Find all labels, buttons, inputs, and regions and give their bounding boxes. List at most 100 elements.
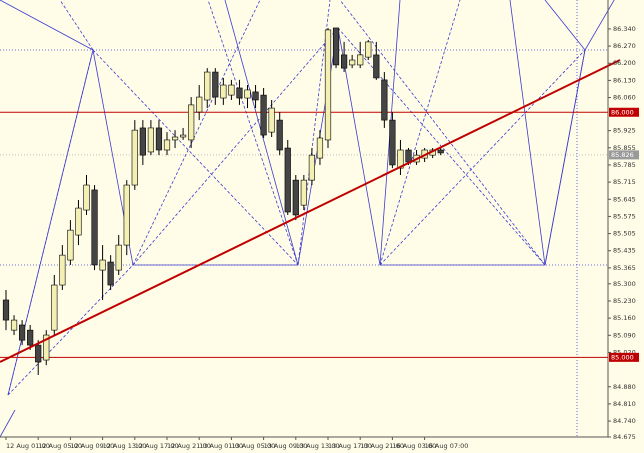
x-tick-label: 12 Aug 13:00: [103, 442, 147, 450]
fan-line: [379, 0, 461, 266]
candle-body: [276, 119, 283, 151]
y-tick-label: 84.675: [613, 433, 636, 441]
candle-body: [373, 54, 380, 79]
price-box: [609, 150, 639, 160]
candle-body: [91, 189, 98, 266]
candle-body: [10, 319, 18, 331]
fan-line: [7, 264, 134, 396]
candle-body: [27, 329, 34, 346]
y-tick-label: 86.200: [613, 59, 636, 67]
y-tick-label: 85.925: [613, 127, 636, 135]
candle-body: [300, 179, 307, 206]
candle-body: [252, 91, 259, 101]
candle-body: [59, 254, 66, 286]
zigzag: [0, 409, 16, 438]
x-tick-label: 13 Aug 01:00: [199, 442, 243, 450]
zigzag: [509, 0, 586, 266]
x-tick-label: 12 Aug 17:00: [135, 442, 179, 450]
axis-labels: 86.340 86.270 86.200 86.130 86.060 85.925 85.8…: [5, 25, 639, 450]
candle-body: [365, 41, 372, 58]
candle-body: [188, 104, 195, 141]
fan-line: [207, 0, 299, 266]
candle-body: [196, 96, 203, 113]
x-tick-label: 13 Aug 21:00: [360, 442, 404, 450]
y-tick-label: 86.340: [613, 25, 636, 33]
candle-body: [268, 107, 275, 133]
candle-body: [83, 184, 90, 211]
y-tick-label: 85.160: [613, 314, 636, 322]
candle-body: [75, 207, 82, 236]
x-tick-label: 12 Aug 01:00: [6, 442, 50, 450]
x-tick-label: 13 Aug 05:00: [231, 442, 275, 450]
candle-body: [171, 136, 179, 141]
h-line-label: 85.000: [611, 353, 634, 361]
y-tick-label: 84.880: [613, 383, 636, 391]
candle-body: [357, 54, 364, 66]
y-tick-label: 85.300: [613, 280, 636, 288]
candle-body: [397, 149, 404, 169]
candle-body: [244, 89, 251, 99]
x-tick-label: 13 Aug 09:00: [264, 442, 308, 450]
y-tick-label: 85.575: [613, 212, 636, 220]
candle-body: [236, 87, 243, 99]
candle-body: [107, 261, 114, 286]
candle-body: [437, 149, 444, 154]
x-tick-label: 13 Aug 17:00: [328, 442, 372, 450]
candle-body: [147, 127, 155, 153]
y-tick-label: 85.090: [613, 331, 636, 339]
hlines: [0, 111, 608, 358]
candle-body: [316, 137, 324, 159]
candle-body: [405, 149, 412, 163]
y-tick-label: 84.810: [613, 400, 636, 408]
y-tick-label: 85.230: [613, 297, 636, 305]
candle-body: [43, 334, 50, 361]
candle-body: [349, 59, 356, 66]
x-tick-label: 16 Aug 07:00: [425, 442, 469, 450]
y-tick-label: 85.365: [613, 264, 636, 272]
y-tick-label: 85.715: [613, 178, 636, 186]
y-tick-label: 86.270: [613, 42, 636, 50]
candle-body: [51, 284, 58, 331]
y-tick-label: 85.435: [613, 247, 636, 255]
candle-body: [2, 299, 10, 321]
candle-body: [204, 71, 211, 101]
trend-line: [0, 59, 621, 363]
fan-line: [132, 0, 261, 266]
h-line-box: [609, 352, 639, 362]
x-tick-label: 12 Aug 09:00: [70, 442, 114, 450]
zigzag: [0, 0, 94, 51]
candle-body: [308, 154, 316, 181]
price-label: 85.826: [611, 151, 634, 159]
y-tick-label: 86.060: [613, 94, 636, 102]
fan-line: [339, 0, 546, 266]
y-tick-label: 85.505: [613, 230, 636, 238]
candle-body: [389, 119, 396, 166]
y-tick-label: 84.740: [613, 417, 636, 425]
candle-body: [131, 129, 138, 186]
fan-line: [379, 49, 586, 266]
candle-body: [220, 84, 227, 99]
candles: [2, 27, 444, 375]
candle-body: [163, 139, 171, 151]
candle-body: [115, 244, 122, 271]
x-tick-label: 13 Aug 13:00: [296, 442, 340, 450]
x-tick-label: 12 Aug 21:00: [167, 442, 211, 450]
x-tick-label: 16 Aug 03:00: [392, 442, 436, 450]
candle-body: [332, 27, 340, 66]
candle-body: [340, 54, 348, 69]
candle-body: [155, 127, 163, 151]
fan-line: [132, 27, 339, 266]
fan-line: [92, 49, 299, 266]
candle-body: [67, 229, 74, 261]
candle-body: [228, 84, 235, 96]
fan-line: [297, 0, 331, 266]
h-line-box: [609, 107, 639, 117]
candle-body: [324, 29, 332, 141]
y-tick-label: 85.645: [613, 195, 636, 203]
candle-body: [123, 184, 130, 246]
y-tick-label: 85.020: [613, 348, 636, 356]
candle-body: [212, 71, 219, 98]
